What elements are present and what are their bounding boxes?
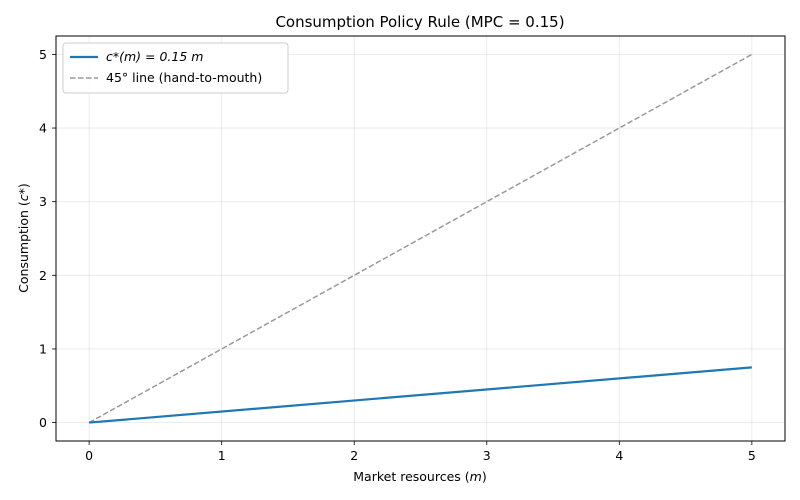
y-axis-label: Consumption (c*) xyxy=(16,183,31,293)
y-tick-label: 0 xyxy=(39,415,47,430)
series-line-policy xyxy=(89,366,752,424)
x-axis-label: Market resources (m) xyxy=(353,469,486,484)
y-tick-label: 5 xyxy=(39,47,47,62)
y-tick-label: 3 xyxy=(39,194,47,209)
legend-box xyxy=(62,42,289,94)
x-tick-label: 2 xyxy=(350,448,358,463)
chart-title: Consumption Policy Rule (MPC = 0.15) xyxy=(275,13,564,31)
y-tick-label: 4 xyxy=(39,121,47,136)
y-tick-label: 2 xyxy=(39,268,47,283)
series-layer xyxy=(88,53,753,424)
x-tick-label: 3 xyxy=(483,448,491,463)
legend-entry-policy: c*(m) = 0.15 m xyxy=(106,49,203,64)
tick-layer: 0 1 2 3 4 5 0 1 2 3 4 5 xyxy=(39,47,756,463)
x-tick-label: 5 xyxy=(748,448,756,463)
legend-entry-45-line: 45° line (hand-to-mouth) xyxy=(106,70,262,85)
x-tick-label: 0 xyxy=(85,448,93,463)
y-tick-label: 1 xyxy=(39,341,47,356)
plot-frame xyxy=(55,35,786,442)
x-tick-label: 4 xyxy=(615,448,623,463)
x-tick-label: 1 xyxy=(218,448,226,463)
series-line-45-degree xyxy=(88,53,753,424)
legend: c*(m) = 0.15 m 45° line (hand-to-mouth) xyxy=(62,42,289,94)
